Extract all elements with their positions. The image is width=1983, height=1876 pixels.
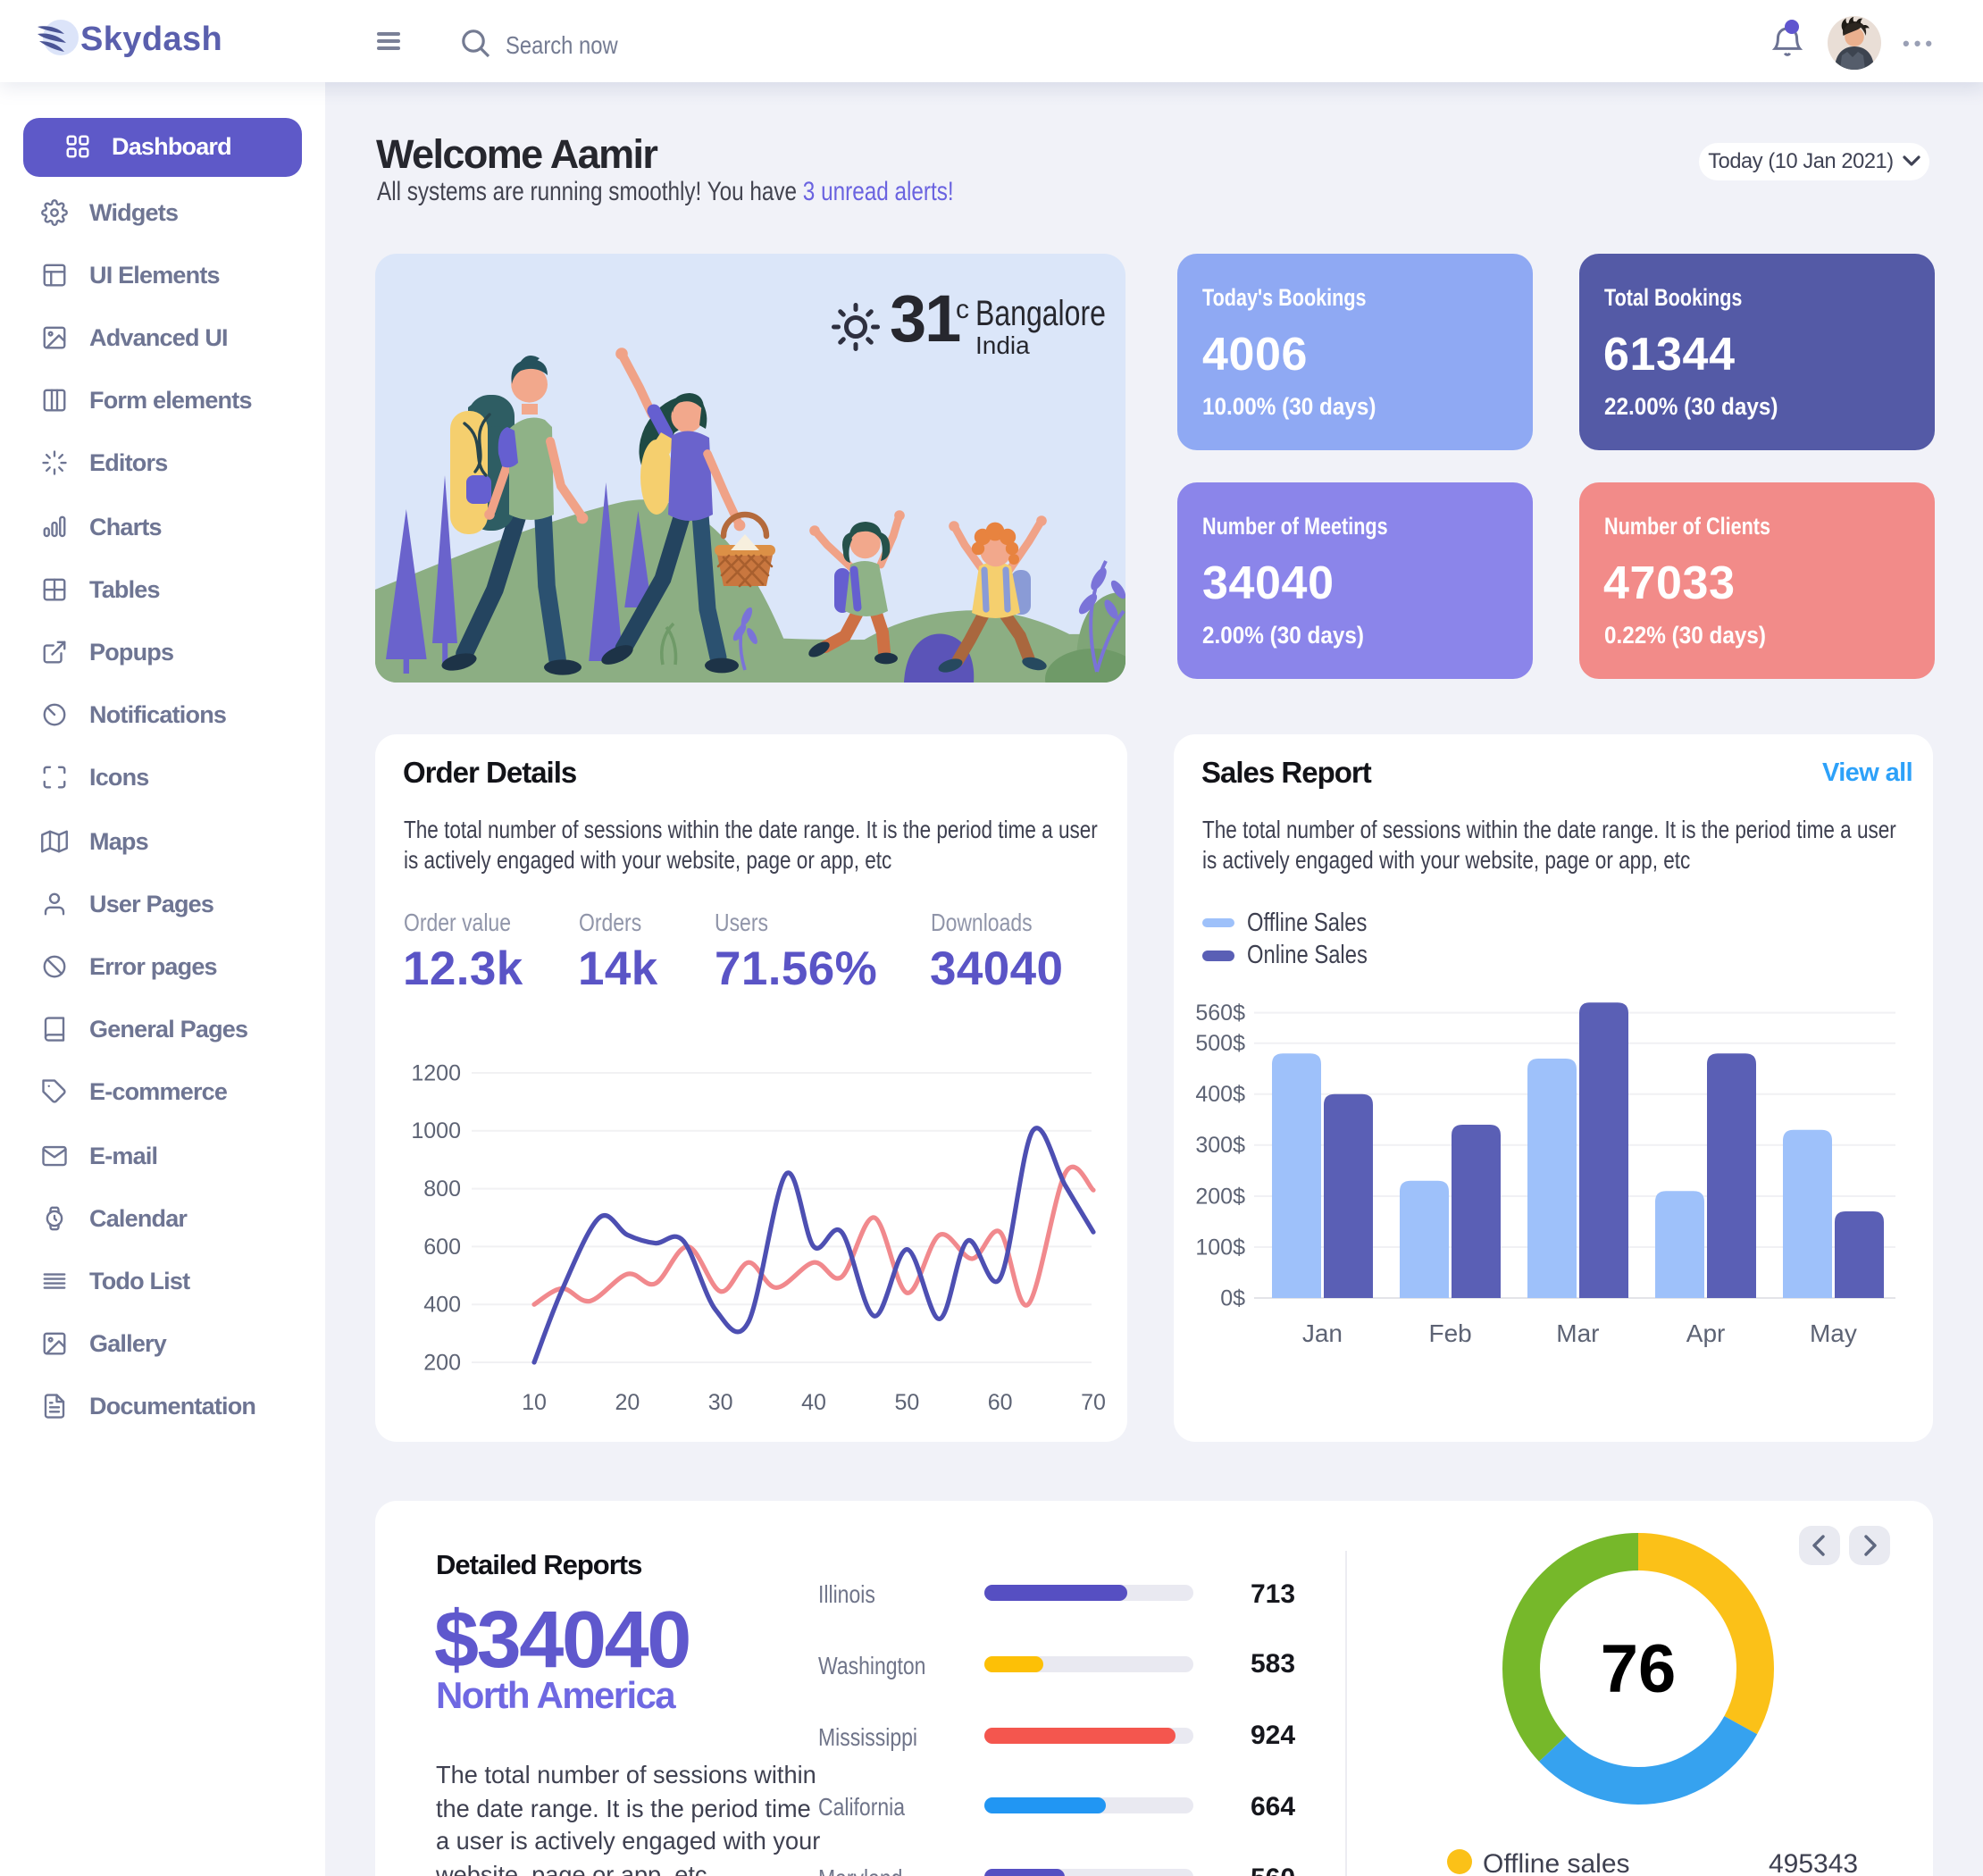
svg-text:Feb: Feb xyxy=(1428,1319,1471,1346)
svg-text:30: 30 xyxy=(708,1389,733,1414)
svg-text:Mar: Mar xyxy=(1556,1319,1599,1346)
svg-text:Apr: Apr xyxy=(1686,1319,1726,1346)
svg-text:Jan: Jan xyxy=(1302,1319,1343,1346)
svg-text:10: 10 xyxy=(522,1389,547,1414)
svg-text:400$: 400$ xyxy=(1195,1081,1245,1106)
svg-text:300$: 300$ xyxy=(1195,1132,1245,1157)
svg-text:50: 50 xyxy=(894,1389,919,1414)
svg-text:40: 40 xyxy=(801,1389,826,1414)
svg-text:20: 20 xyxy=(615,1389,640,1414)
svg-text:400: 400 xyxy=(423,1292,461,1317)
svg-text:60: 60 xyxy=(988,1389,1013,1414)
svg-text:0$: 0$ xyxy=(1220,1285,1245,1310)
svg-text:560$: 560$ xyxy=(1195,1000,1245,1025)
svg-text:500$: 500$ xyxy=(1195,1030,1245,1055)
svg-text:200: 200 xyxy=(423,1349,461,1374)
svg-text:800: 800 xyxy=(423,1176,461,1201)
svg-text:May: May xyxy=(1810,1319,1857,1346)
svg-text:1000: 1000 xyxy=(411,1118,461,1143)
svg-text:70: 70 xyxy=(1081,1389,1106,1414)
svg-text:200$: 200$ xyxy=(1195,1183,1245,1208)
svg-text:76: 76 xyxy=(1601,1631,1677,1707)
svg-text:600: 600 xyxy=(423,1234,461,1259)
svg-text:100$: 100$ xyxy=(1195,1234,1245,1259)
svg-text:1200: 1200 xyxy=(411,1059,461,1085)
